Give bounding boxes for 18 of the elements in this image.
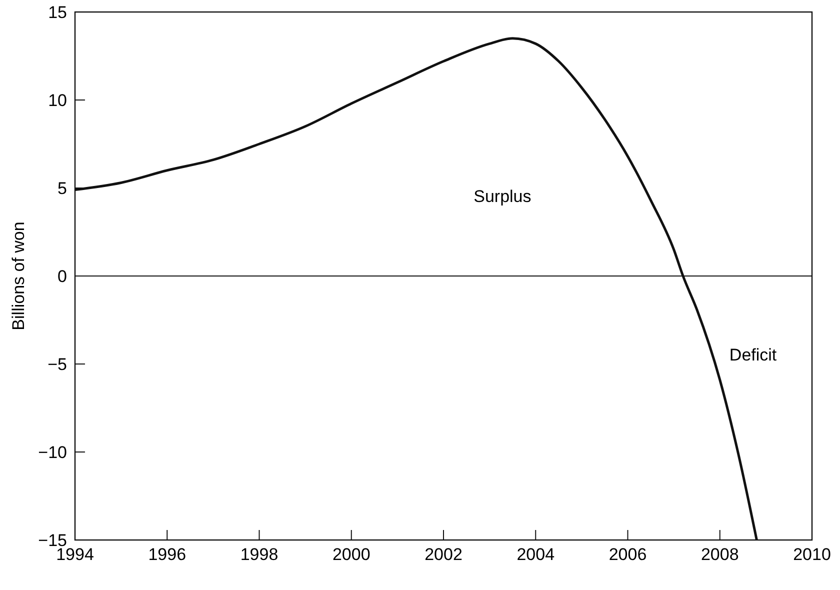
x-tick-label: 2004 [516, 545, 555, 564]
y-tick-label: 15 [48, 2, 67, 22]
x-tick-label: 1998 [240, 545, 278, 564]
x-tick-label: 2008 [700, 545, 739, 564]
y-tick-label: −10 [38, 442, 67, 462]
annotation: Surplus [474, 187, 532, 206]
y-tick-label: 0 [58, 266, 67, 286]
x-tick-label: 2006 [608, 545, 647, 564]
y-axis-title: Billions of won [9, 222, 28, 330]
x-tick-label: 2002 [424, 545, 462, 564]
y-tick-label: 10 [48, 90, 67, 110]
y-tick-label: 5 [58, 178, 67, 198]
annotation: Deficit [729, 345, 777, 364]
x-tick-label: 1996 [148, 545, 186, 564]
y-tick-label: −5 [48, 354, 67, 374]
x-tick-label: 2010 [793, 545, 831, 564]
x-tick-label: 1994 [56, 545, 94, 564]
x-tick-label: 2000 [332, 545, 370, 564]
